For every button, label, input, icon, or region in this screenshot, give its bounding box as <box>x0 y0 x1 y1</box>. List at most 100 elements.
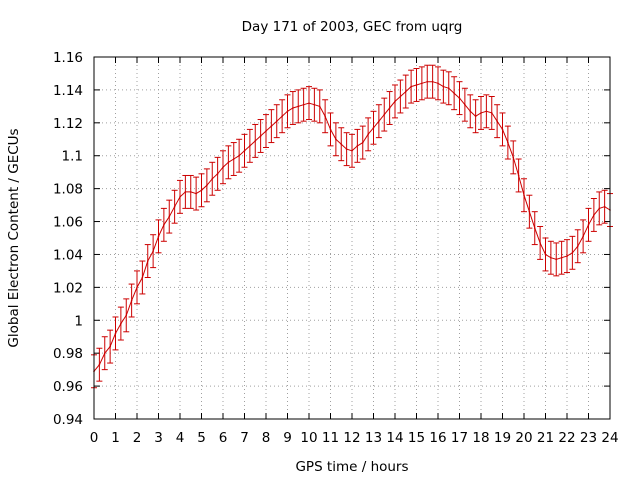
data-point <box>152 250 154 252</box>
error-bar <box>209 161 216 196</box>
data-point <box>490 112 493 114</box>
error-bar <box>488 95 495 130</box>
error-bar <box>144 244 151 278</box>
y-axis-label: Global Electron Content / GECUs <box>6 128 22 347</box>
error-bar <box>160 207 167 242</box>
x-tick-label: 3 <box>154 430 163 446</box>
error-bar <box>359 125 366 160</box>
error-bar <box>408 69 415 104</box>
grid-lines <box>94 57 610 419</box>
data-point <box>544 253 547 256</box>
data-point <box>598 207 601 210</box>
data-point <box>259 135 262 137</box>
data-point <box>539 242 541 244</box>
data-point <box>335 138 337 141</box>
data-point <box>378 120 380 122</box>
data-point <box>254 140 257 142</box>
data-point <box>163 224 165 226</box>
data-point <box>103 352 106 354</box>
x-tick-label: 21 <box>537 430 554 446</box>
error-bar <box>263 114 269 148</box>
error-bar <box>316 89 323 124</box>
data-point <box>329 128 332 131</box>
error-bar <box>451 76 458 111</box>
data-point <box>576 245 579 248</box>
data-point <box>517 174 520 177</box>
error-bar <box>375 104 382 139</box>
error-bar <box>435 66 441 101</box>
error-bar <box>177 179 183 214</box>
error-bar <box>537 225 544 260</box>
x-tick-labels: 0 1 2 3 4 5 6 7 8 9 10 11 12 13 14 15 16 17 18 19 20 21 22 23 24 <box>90 430 619 446</box>
data-point <box>399 95 402 98</box>
x-tick-label: 22 <box>558 430 575 446</box>
x-tick-label: 10 <box>300 430 317 446</box>
error-bar <box>413 68 420 102</box>
error-bar <box>295 89 302 124</box>
data-point <box>587 224 590 226</box>
data-point <box>184 191 187 193</box>
error-bar <box>392 84 398 119</box>
error-bar <box>574 229 581 264</box>
error-bar <box>445 71 452 106</box>
y-tick-label: 1.08 <box>53 182 83 198</box>
error-bar <box>526 194 533 229</box>
error-bar <box>203 168 210 203</box>
error-bar <box>171 189 178 224</box>
error-bar <box>569 235 576 270</box>
error-bar <box>268 109 275 144</box>
x-tick-label: 4 <box>176 430 185 446</box>
data-point <box>302 103 305 106</box>
data-point <box>157 235 160 238</box>
error-bar <box>107 329 114 364</box>
x-tick-label: 17 <box>451 430 468 446</box>
data-point <box>485 110 488 113</box>
data-point <box>593 214 595 216</box>
error-bar <box>246 128 253 163</box>
error-bar <box>553 242 560 277</box>
error-bar <box>418 66 425 101</box>
data-point <box>431 80 434 83</box>
data-point <box>469 110 472 113</box>
error-bar <box>440 69 447 104</box>
error-bar <box>467 94 474 129</box>
data-point <box>453 92 455 94</box>
error-bar <box>596 191 603 226</box>
error-bar <box>252 123 259 158</box>
error-bar <box>456 81 463 116</box>
error-bar <box>241 133 248 168</box>
y-tick-label: 1.12 <box>53 116 83 132</box>
data-point <box>447 87 450 90</box>
y-tick-labels: 0.94 0.96 0.98 1 1.02 1.04 1.06 1.08 1.1 1.12 1.14… <box>53 50 83 428</box>
error-bar <box>590 198 597 232</box>
error-bar <box>338 127 345 162</box>
error-bar <box>510 140 517 175</box>
data-point <box>496 120 498 122</box>
error-bar <box>225 145 232 180</box>
data-point <box>243 149 246 152</box>
data-point <box>206 184 208 187</box>
data-point <box>125 314 128 317</box>
data-point <box>571 252 574 254</box>
data-point <box>566 255 568 257</box>
y-tick-label: 1.02 <box>53 280 83 296</box>
tick-marks <box>93 56 611 420</box>
error-bar <box>494 104 501 139</box>
y-tick-label: 1.14 <box>53 83 83 99</box>
data-point <box>130 299 133 302</box>
data-point <box>189 191 192 193</box>
error-bar <box>429 64 436 99</box>
error-bar <box>472 99 479 134</box>
y-tick-label: 1.1 <box>62 149 83 165</box>
x-tick-label: 13 <box>365 430 382 446</box>
data-point <box>232 158 235 160</box>
data-point <box>533 227 536 229</box>
data-point <box>464 103 466 106</box>
data-series <box>91 64 613 389</box>
x-tick-label: 9 <box>283 430 292 446</box>
error-bar <box>128 283 135 318</box>
y-tick-label: 1.04 <box>53 247 83 263</box>
error-bar <box>300 87 307 122</box>
y-tick-label: 0.96 <box>53 379 83 395</box>
x-tick-label: 7 <box>240 430 249 446</box>
